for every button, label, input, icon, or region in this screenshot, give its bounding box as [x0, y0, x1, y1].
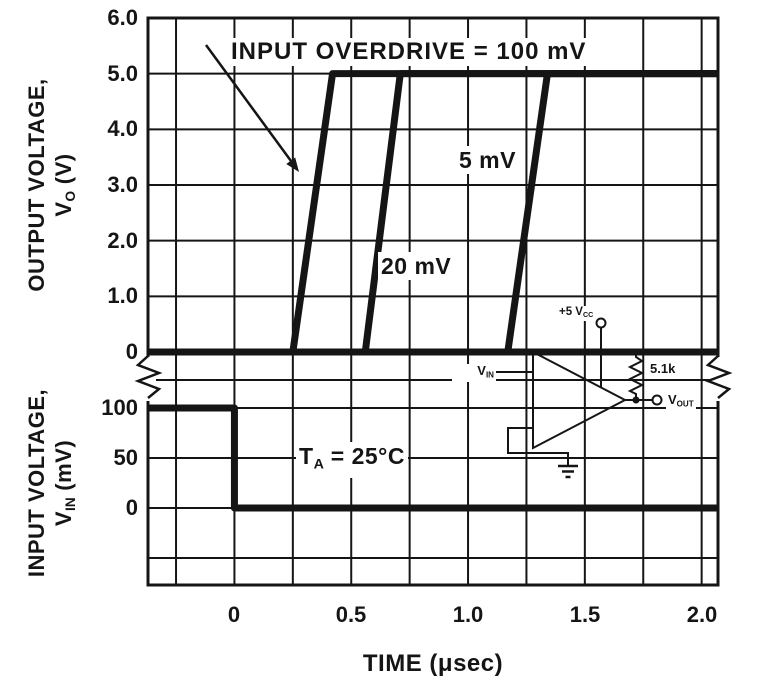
x-tick-label: 1.0 [452, 602, 484, 627]
circuit-inset [495, 317, 663, 479]
y-tick-label: 6.0 [107, 5, 138, 30]
circuit-vout-label: VOUT [666, 393, 696, 412]
x-tick-label: 0 [227, 602, 241, 627]
axis-break-marks [134, 355, 733, 401]
annotation-20mv: 20 mV [378, 252, 455, 280]
y-axis-title-input-line2: VIN (mV) [51, 439, 79, 527]
circuit-vin-label: VIN [452, 364, 496, 383]
y-tick-label: 0 [125, 495, 138, 520]
x-tick-label: 1.5 [569, 602, 601, 627]
y-tick-label: 2.0 [107, 228, 138, 253]
circuit-supply-label: +5 VCC [557, 306, 596, 322]
y-tick-label: 3.0 [107, 172, 138, 197]
plot-border [146, 16, 720, 587]
x-tick-label: 0.5 [335, 602, 367, 627]
y-axis-title-input-line1: INPUT VOLTAGE, [24, 388, 49, 578]
circuit-resistor-label: 5.1k [648, 361, 678, 376]
y-axis-title-input: INPUT VOLTAGE, VIN (mV) [23, 353, 78, 613]
callout-arrow [204, 44, 299, 172]
y-tick-label: 100 [101, 395, 138, 420]
y-tick-label: 50 [113, 445, 138, 470]
y-tick-label: 0 [125, 339, 138, 364]
annotation-5mv: 5 mV [456, 146, 519, 174]
x-tick-label: 2.0 [686, 602, 718, 627]
y-axis-title-output: OUTPUT VOLTAGE, VO (V) [23, 5, 78, 365]
input-curve [148, 404, 718, 512]
y-axis-title-output-line1: OUTPUT VOLTAGE, [24, 78, 49, 292]
y-tick-label: 5.0 [107, 61, 138, 86]
x-axis-title: TIME (μsec) [362, 650, 504, 677]
y-tick-label: 1.0 [107, 283, 138, 308]
annotation-input-overdrive: INPUT OVERDRIVE = 100 mV [228, 38, 590, 66]
annotation-temperature: TA = 25°C [296, 442, 408, 479]
y-tick-label: 4.0 [107, 116, 138, 141]
